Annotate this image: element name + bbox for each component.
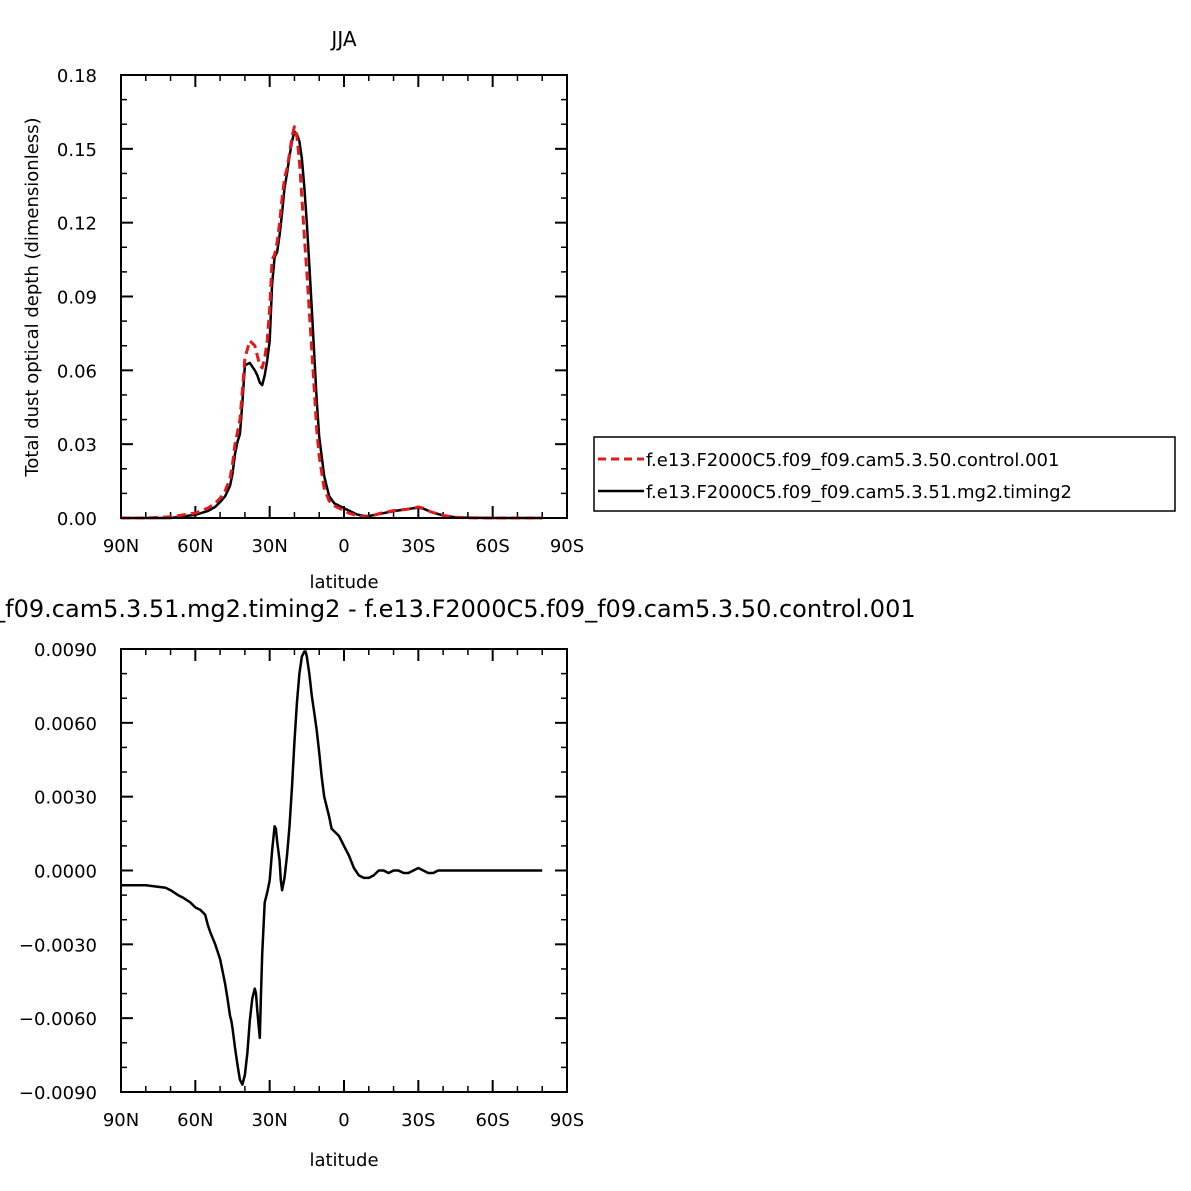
- top-chart-y-tick-label: 0.15: [57, 140, 97, 161]
- top-chart-y-tick-label: 0.12: [57, 214, 97, 235]
- top-chart-x-tick-label: 60S: [475, 536, 509, 557]
- top-chart-frame: [120, 74, 568, 519]
- top-chart-x-tick-label: 90N: [103, 536, 139, 557]
- bottom-chart-series: [121, 650, 543, 1086]
- bottom-chart-y-tick-label: −0.0060: [19, 1009, 97, 1030]
- top-chart-xlabel: latitude: [309, 572, 378, 593]
- bottom-chart-xlabel: latitude: [309, 1150, 378, 1171]
- bottom-chart-y-tick-label: 0.0000: [34, 862, 97, 883]
- top-chart-y-tick-label: 0.00: [57, 509, 97, 530]
- bottom-chart-x-tick-labels: 90N 60N 30N 0 30S 60S 90S: [103, 1110, 584, 1131]
- top-chart-panel: JJA latitude Total dust optical depth (d…: [22, 27, 584, 593]
- bottom-chart-y-tick-label: 0.0090: [34, 640, 97, 661]
- legend-box: [593, 436, 1176, 512]
- top-chart-x-tick-label: 30S: [401, 536, 435, 557]
- top-chart-y-tick-label: 0.09: [57, 288, 97, 309]
- top-chart-x-tick-labels: 90N 60N 30N 0 30S 60S 90S: [103, 536, 584, 557]
- top-chart-series-line-0: [121, 130, 543, 520]
- bottom-chart-frame: [120, 648, 568, 1093]
- bottom-chart-y-tick-label: 0.0030: [34, 788, 97, 809]
- bottom-chart-x-tick-label: 60N: [177, 1110, 213, 1131]
- top-chart-x-tick-label: 30N: [251, 536, 287, 557]
- bottom-chart-series-line-0: [121, 650, 543, 1086]
- bottom-chart-x-tick-label: 30N: [251, 1110, 287, 1131]
- top-chart-x-tick-label: 60N: [177, 536, 213, 557]
- top-chart-x-tick-label: 0: [338, 536, 349, 557]
- bottom-chart-x-tick-label: 60S: [475, 1110, 509, 1131]
- legend-label-timing2: f.e13.F2000C5.f09_f09.cam5.3.51.mg2.timi…: [646, 482, 1072, 503]
- bottom-chart-y-tick-label: −0.0030: [19, 935, 97, 956]
- bottom-chart-x-tick-label: 0: [338, 1110, 349, 1131]
- top-chart-ticks: [120, 74, 568, 519]
- bottom-chart-y-tick-labels: −0.0090 −0.0060 −0.0030 0.0000 0.0030 0.0060 0…: [19, 640, 97, 1104]
- legend-label-control: f.e13.F2000C5.f09_f09.cam5.3.50.control.…: [646, 450, 1059, 471]
- bottom-chart-y-tick-label: −0.0090: [19, 1083, 97, 1104]
- top-chart-y-tick-label: 0.18: [57, 66, 97, 87]
- top-chart-ylabel: Total dust optical depth (dimensionless): [22, 117, 43, 477]
- top-chart-title: JJA: [329, 27, 356, 51]
- bottom-chart-panel: f.e13.F2000C5.f09_f09.cam5.3.51.mg2.timi…: [0, 595, 916, 1171]
- bottom-chart-x-tick-label: 90N: [103, 1110, 139, 1131]
- legend: f.e13.F2000C5.f09_f09.cam5.3.50.control.…: [593, 436, 1176, 512]
- top-chart-x-tick-label: 90S: [550, 536, 584, 557]
- top-chart-series: [121, 125, 543, 520]
- top-chart-y-tick-label: 0.03: [57, 435, 97, 456]
- bottom-chart-title: f.e13.F2000C5.f09_f09.cam5.3.51.mg2.timi…: [0, 595, 916, 623]
- top-chart-y-tick-labels: 0.00 0.03 0.06 0.09 0.12 0.15 0.18: [57, 66, 97, 530]
- bottom-chart-x-tick-label: 30S: [401, 1110, 435, 1131]
- top-chart-y-tick-label: 0.06: [57, 361, 97, 382]
- bottom-chart-x-tick-label: 90S: [550, 1110, 584, 1131]
- top-chart-series-line-1: [121, 125, 543, 520]
- bottom-chart-y-tick-label: 0.0060: [34, 714, 97, 735]
